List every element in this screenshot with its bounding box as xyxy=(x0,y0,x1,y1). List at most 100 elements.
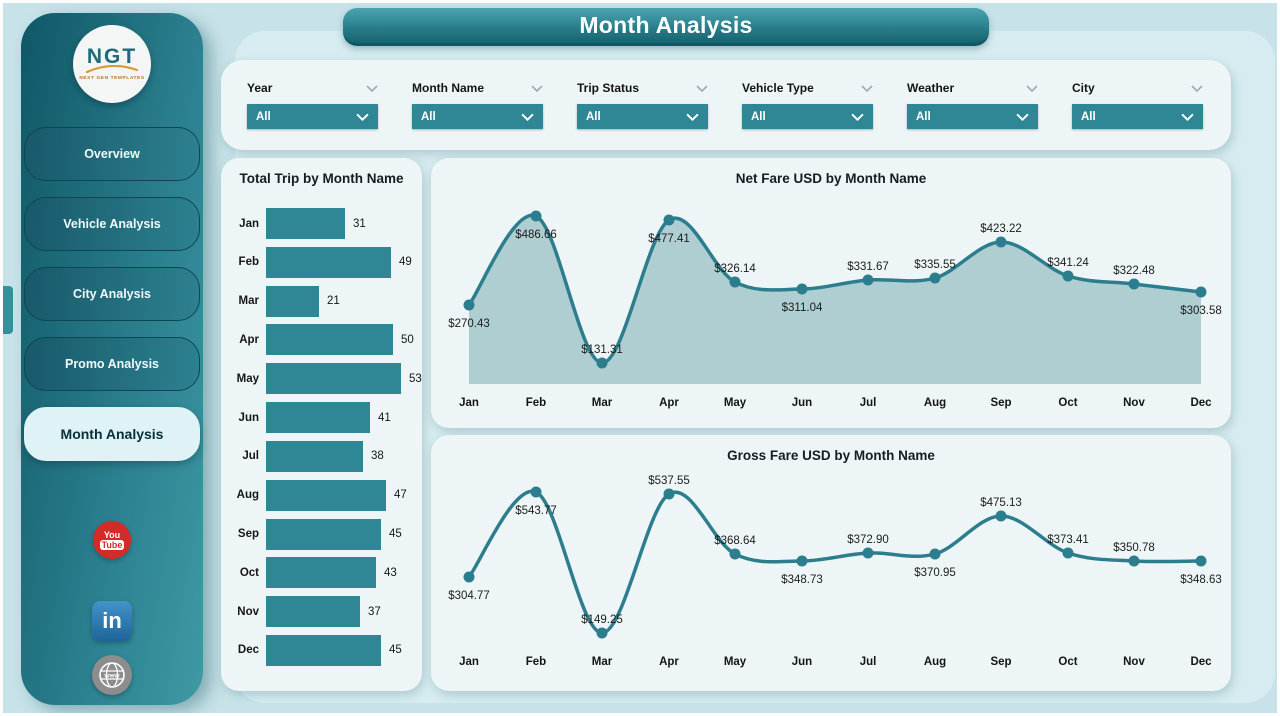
x-axis-label: Jun xyxy=(792,397,812,409)
x-axis-label: Aug xyxy=(924,397,946,409)
bar-category-label: Jun xyxy=(238,411,259,424)
bar-value-label: 37 xyxy=(368,605,381,618)
data-label: $373.41 xyxy=(1047,534,1089,546)
filter-value: All xyxy=(586,110,601,123)
data-point xyxy=(1062,270,1074,282)
x-axis-label: May xyxy=(724,656,747,668)
page-title-banner: Month Analysis xyxy=(343,8,989,46)
data-label: $370.95 xyxy=(914,567,956,579)
bar-row-may: May 53 xyxy=(229,363,422,395)
logo-swoosh-icon xyxy=(85,65,139,74)
bar-value-label: 38 xyxy=(371,450,384,463)
series-line xyxy=(467,489,1203,635)
x-axis-label: Oct xyxy=(1058,656,1077,668)
sidebar: NGT NEXT GEN TEMPLATES Overview Vehicle A… xyxy=(21,13,203,705)
x-axis-label: Apr xyxy=(659,656,679,668)
bar-row-oct: Oct 43 xyxy=(229,557,418,589)
bar[interactable] xyxy=(266,363,401,395)
bar[interactable] xyxy=(266,518,381,550)
bar-category-label: Apr xyxy=(239,333,259,346)
x-axis-label: Sep xyxy=(990,656,1011,668)
bar[interactable] xyxy=(266,634,381,666)
bar[interactable] xyxy=(266,596,360,628)
x-axis-label: Jun xyxy=(792,656,812,668)
bar-row-feb: Feb 49 xyxy=(229,246,418,278)
data-label: $341.24 xyxy=(1047,257,1089,269)
data-label: $477.41 xyxy=(648,233,690,245)
bar-row-dec: Dec 45 xyxy=(229,634,418,666)
filter-dropdown-trip-status[interactable]: All xyxy=(577,104,708,129)
data-point xyxy=(530,486,542,498)
filter-dropdown-month-name[interactable]: All xyxy=(412,104,543,129)
sidebar-item-city-analysis[interactable]: City Analysis xyxy=(24,267,200,321)
bar-value-label: 45 xyxy=(389,644,402,657)
chart-title: Net Fare USD by Month Name xyxy=(735,171,927,186)
bar[interactable] xyxy=(266,440,363,472)
website-globe-icon[interactable]: www xyxy=(92,655,132,695)
data-label: $303.58 xyxy=(1180,305,1222,317)
data-point xyxy=(463,571,475,583)
ngt-logo: NGT NEXT GEN TEMPLATES xyxy=(73,25,151,103)
data-label: $423.22 xyxy=(980,223,1022,235)
bar[interactable] xyxy=(266,402,370,434)
linkedin-icon[interactable]: in xyxy=(92,601,132,641)
x-axis-label: Oct xyxy=(1058,397,1077,409)
data-point xyxy=(1128,278,1140,290)
data-point xyxy=(862,547,874,559)
net-fare-area-chart: $270.43 Jan $486.66 Feb $131.31 Mar $477.41 Apr… xyxy=(431,188,1231,428)
filter-dropdown-year[interactable]: All xyxy=(247,104,378,129)
x-axis-label: Mar xyxy=(592,656,613,668)
logo-text: NGT xyxy=(86,45,138,68)
filter-value: All xyxy=(421,110,436,123)
data-point xyxy=(929,548,941,560)
x-axis-label: Jul xyxy=(860,397,877,409)
chevron-down-icon xyxy=(686,113,699,121)
chart-title: Gross Fare USD by Month Name xyxy=(727,448,935,463)
bar[interactable] xyxy=(266,557,376,589)
data-point xyxy=(663,214,675,226)
filter-value: All xyxy=(256,110,271,123)
sidebar-item-vehicle-analysis[interactable]: Vehicle Analysis xyxy=(24,197,200,251)
x-axis-label: Dec xyxy=(1190,397,1212,409)
filter-month-name: Month Name All xyxy=(412,81,543,150)
data-label: $486.66 xyxy=(515,229,557,241)
chevron-down-icon xyxy=(1181,113,1194,121)
filter-dropdown-city[interactable]: All xyxy=(1072,104,1203,129)
gross-fare-line-chart: $304.77 Jan $543.77 Feb $149.25 Mar $537.55 Apr… xyxy=(431,463,1231,691)
data-label: $335.55 xyxy=(914,259,956,271)
filter-dropdown-vehicle-type[interactable]: All xyxy=(742,104,873,129)
bar-category-label: Feb xyxy=(238,256,259,269)
sidebar-item-month-analysis[interactable]: Month Analysis xyxy=(24,407,200,461)
sidebar-nav: Overview Vehicle Analysis City Analysis Pro… xyxy=(21,127,203,461)
x-axis-label: Jan xyxy=(459,397,479,409)
bar[interactable] xyxy=(266,324,393,356)
bar-category-label: Jan xyxy=(239,217,259,230)
sidebar-item-promo-analysis[interactable]: Promo Analysis xyxy=(24,337,200,391)
bar[interactable] xyxy=(266,479,386,511)
data-label: $270.43 xyxy=(448,318,490,330)
bar[interactable] xyxy=(266,246,391,278)
bar-value-label: 53 xyxy=(409,372,422,385)
data-label: $304.77 xyxy=(448,590,490,602)
filter-trip-status: Trip Status All xyxy=(577,81,708,150)
bar-row-jun: Jun 41 xyxy=(229,402,418,434)
sidebar-item-overview[interactable]: Overview xyxy=(24,127,200,181)
total-trip-chart-panel: Total Trip by Month Name Jan 31 Feb 49 Mar 21… xyxy=(221,158,422,691)
data-label: $543.77 xyxy=(515,505,557,517)
bar[interactable] xyxy=(266,285,319,317)
x-axis-label: Sep xyxy=(990,397,1011,409)
data-point xyxy=(463,299,475,311)
data-label: $326.14 xyxy=(714,263,756,275)
chevron-down-icon xyxy=(851,113,864,121)
chevron-down-icon xyxy=(531,84,543,92)
chevron-down-icon xyxy=(861,84,873,92)
filter-city: City All xyxy=(1072,81,1203,150)
youtube-icon[interactable]: You Tube xyxy=(93,521,131,559)
filter-label: City xyxy=(1072,81,1095,95)
data-label: $149.25 xyxy=(581,614,623,626)
filter-dropdown-weather[interactable]: All xyxy=(907,104,1038,129)
data-point xyxy=(929,272,941,284)
data-point xyxy=(596,357,608,369)
bar-row-mar: Mar 21 xyxy=(229,285,418,317)
bar[interactable] xyxy=(266,208,345,239)
